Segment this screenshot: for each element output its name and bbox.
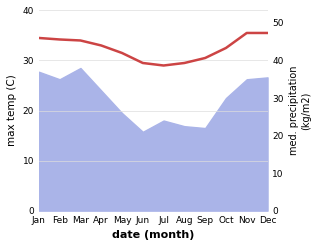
Y-axis label: med. precipitation
(kg/m2): med. precipitation (kg/m2): [289, 66, 311, 155]
Y-axis label: max temp (C): max temp (C): [7, 75, 17, 146]
X-axis label: date (month): date (month): [112, 230, 194, 240]
